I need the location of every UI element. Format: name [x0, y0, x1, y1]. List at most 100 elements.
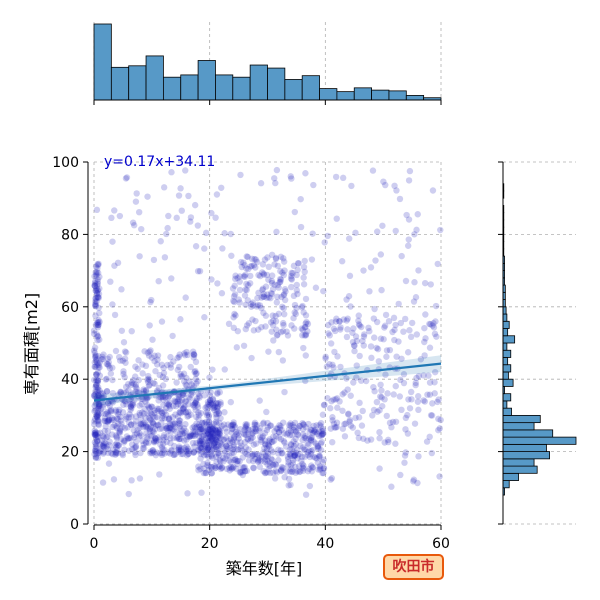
scatter-point: [98, 447, 105, 455]
scatter-point: [171, 423, 178, 430]
scatter-point: [153, 449, 160, 456]
scatter-point: [285, 459, 292, 466]
scatter-point: [317, 465, 324, 472]
scatter-point: [313, 455, 320, 462]
scatter-point: [96, 336, 103, 343]
scatter-point: [119, 424, 126, 431]
scatter-point: [175, 353, 183, 361]
scatter-point: [128, 441, 136, 448]
scatter-point: [115, 391, 122, 398]
scatter-point: [94, 318, 101, 326]
y-histogram-bar: [502, 429, 554, 438]
scatter-point: [427, 321, 434, 328]
scatter-point: [213, 414, 220, 421]
scatter-point: [91, 431, 98, 438]
scatter-point: [318, 428, 325, 435]
scatter-point: [319, 411, 327, 418]
scatter-point: [425, 372, 432, 379]
scatter-point: [215, 400, 222, 407]
scatter-point: [193, 380, 200, 387]
scatter-point: [211, 439, 219, 446]
scatter-point: [96, 364, 103, 371]
scatter-point: [402, 414, 410, 422]
scatter-point: [96, 285, 103, 292]
scatter-point: [131, 449, 139, 456]
scatter-point: [222, 425, 229, 432]
scatter-point: [392, 418, 400, 425]
scatter-point: [243, 286, 250, 294]
scatter-point: [209, 366, 216, 373]
scatter-point: [137, 449, 144, 457]
scatter-point: [198, 438, 205, 445]
scatter-point: [113, 424, 121, 432]
scatter-point: [212, 464, 219, 471]
scatter-point: [115, 408, 122, 416]
scatter-point: [127, 421, 135, 428]
scatter-point: [191, 401, 198, 408]
y-histogram-bar: [502, 364, 512, 373]
scatter-point: [288, 431, 296, 439]
scatter-point: [144, 378, 152, 386]
scatter-point: [128, 327, 135, 335]
scatter-point: [192, 398, 199, 406]
scatter-point: [383, 353, 390, 360]
x-histogram-bar: [180, 74, 199, 101]
scatter-point: [413, 374, 420, 382]
scatter-point: [145, 414, 153, 422]
scatter-point: [212, 464, 219, 472]
scatter-point: [94, 433, 101, 440]
scatter-point: [163, 230, 170, 238]
scatter-point: [277, 328, 285, 336]
x-histogram-bar: [353, 87, 373, 101]
scatter-point: [187, 214, 195, 221]
scatter-point: [185, 394, 192, 401]
scatter-point: [231, 423, 239, 431]
scatter-point: [257, 180, 265, 187]
scatter-point: [249, 457, 257, 465]
scatter-point: [196, 423, 204, 431]
scatter-point: [257, 425, 264, 432]
scatter-point: [384, 390, 391, 397]
scatter-point: [209, 454, 216, 461]
scatter-point: [396, 393, 403, 400]
scatter-point: [142, 386, 150, 394]
scatter-point: [91, 430, 98, 437]
scatter-point: [208, 276, 215, 283]
scatter-point: [222, 442, 230, 450]
scatter-point: [377, 393, 384, 400]
scatter-point: [325, 330, 332, 337]
scatter-point: [121, 374, 128, 381]
scatter-point: [192, 358, 200, 366]
scatter-point: [183, 446, 190, 453]
scatter-point: [131, 373, 139, 380]
scatter-point: [257, 272, 264, 280]
scatter-point: [216, 419, 223, 427]
scatter-point: [370, 383, 377, 391]
scatter-point: [198, 437, 205, 444]
scatter-point: [414, 211, 421, 218]
scatter-point: [300, 465, 307, 472]
y-histogram-bar: [502, 443, 547, 452]
scatter-point: [302, 435, 310, 442]
scatter-point: [182, 408, 190, 416]
scatter-point: [92, 447, 99, 455]
scatter-point: [167, 421, 174, 429]
scatter-point: [176, 423, 183, 430]
scatter-point: [203, 421, 210, 428]
scatter-point: [95, 392, 102, 399]
scatter-point: [239, 468, 246, 475]
scatter-point: [214, 390, 221, 397]
scatter-point: [259, 285, 267, 292]
scatter-point: [268, 277, 275, 285]
scatter-point: [266, 437, 273, 445]
scatter-point: [376, 435, 383, 442]
scatter-point: [213, 436, 220, 444]
scatter-point: [392, 227, 399, 235]
scatter-point: [298, 325, 305, 332]
scatter-point: [209, 396, 216, 403]
scatter-point: [211, 426, 219, 433]
scatter-point: [247, 300, 255, 308]
scatter-point: [104, 449, 112, 457]
scatter-point: [183, 443, 190, 450]
scatter-point: [216, 439, 224, 446]
